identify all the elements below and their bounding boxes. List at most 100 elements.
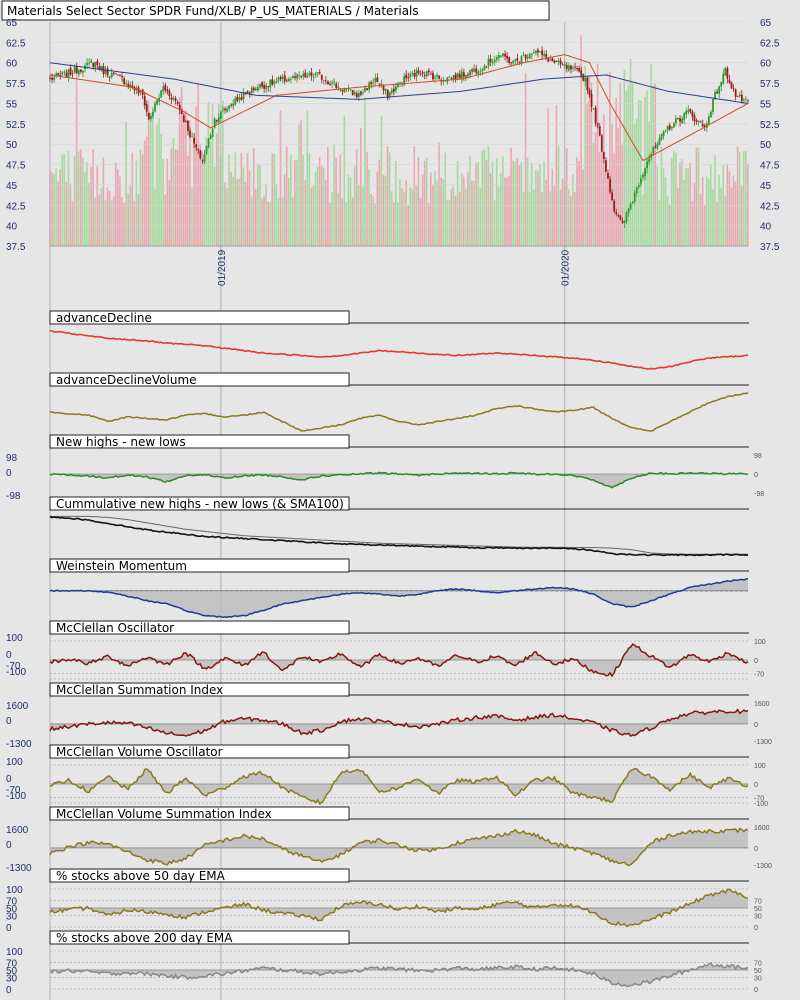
candle-body [154,103,156,112]
volume-bar [250,196,253,246]
volume-bar [306,110,309,246]
candle-body [205,145,208,155]
panel-y-tick-right: -1300 [754,863,772,870]
candle-body [532,52,535,54]
volume-bar [430,172,432,246]
volume-bar [257,163,259,246]
candle-body [640,178,642,184]
candle-body [209,135,212,139]
candle-body [329,83,331,85]
volume-bar [61,154,64,246]
volume-bar [448,199,451,246]
candle-body [691,111,694,117]
candle-body [96,61,99,65]
candle-body [662,131,665,136]
volume-bar [314,171,317,246]
volume-bar [691,200,694,246]
candle-body [222,109,224,111]
volume-bar [71,201,74,246]
candle-body [296,74,298,79]
volume-bar [296,159,298,246]
candle-body [563,64,566,67]
volume-bar [316,166,319,246]
volume-bar [403,191,405,246]
candle-body [273,81,276,84]
candle-body [409,73,412,78]
candle-body [635,187,638,194]
volume-bar [244,182,247,246]
volume-bar [390,191,393,246]
volume-bar [104,199,107,246]
volume-bar [510,147,512,246]
volume-bar [732,175,735,246]
volume-bar [217,104,220,247]
candle-body [438,75,441,79]
volume-bar [351,197,354,246]
volume-bar [339,154,342,246]
candle-body [602,152,605,159]
volume-bar [491,161,494,246]
candle-body [51,77,53,80]
candle-body [366,88,368,91]
volume-bar [576,156,578,246]
candle-body [726,68,729,79]
volume-bar [166,158,169,246]
candle-body [707,116,710,124]
panel-y-tick-left: 70 [6,896,18,907]
volume-bar [401,188,403,246]
candle-body [337,86,340,89]
volume-bar [594,132,597,246]
candle-body [421,72,424,74]
volume-bar [432,184,434,246]
candle-body [265,85,268,90]
candle-body [290,79,292,81]
candle-body [541,50,544,56]
candle-body [609,179,611,193]
candle-body [98,66,101,69]
volume-bar [53,174,55,246]
volume-bar [440,177,442,246]
candle-body [69,67,72,75]
volume-bar [174,149,177,246]
candle-body [345,89,348,91]
candle-body [728,79,731,83]
volume-bar [553,185,556,246]
candle-body [129,84,132,88]
candle-body [279,76,282,80]
candle-body [693,115,696,122]
candle-body [475,68,478,73]
candle-body [720,81,723,87]
panel-y-tick-right: 0 [754,925,758,932]
volume-bar [248,170,251,246]
candle-body [701,123,704,127]
volume-bar [559,189,562,246]
volume-bar [193,137,195,246]
volume-bar [112,196,115,246]
candle-body [631,201,634,204]
candle-body [112,72,115,74]
volume-bar [467,172,469,246]
candle-body [252,87,255,91]
volume-bar [425,158,428,246]
candle-body [362,92,364,94]
volume-bar [405,180,407,246]
y-tick-label-left: 37.5 [6,242,26,253]
candle-body [629,203,632,210]
volume-bar [549,190,552,246]
volume-bar [660,146,663,246]
candle-body [59,74,62,76]
volume-bar [368,169,370,246]
candle-body [425,71,428,76]
candle-body [497,54,500,58]
volume-bar [724,196,727,246]
candle-body [246,91,249,93]
volume-bar [637,99,640,246]
candle-body [49,77,51,79]
volume-bar [504,177,506,246]
candle-body [637,185,640,187]
volume-bar [77,151,80,246]
panel-y-tick-right: 0 [754,987,758,994]
candle-body [320,75,323,80]
volume-bar [327,146,329,246]
candle-body [460,71,463,80]
